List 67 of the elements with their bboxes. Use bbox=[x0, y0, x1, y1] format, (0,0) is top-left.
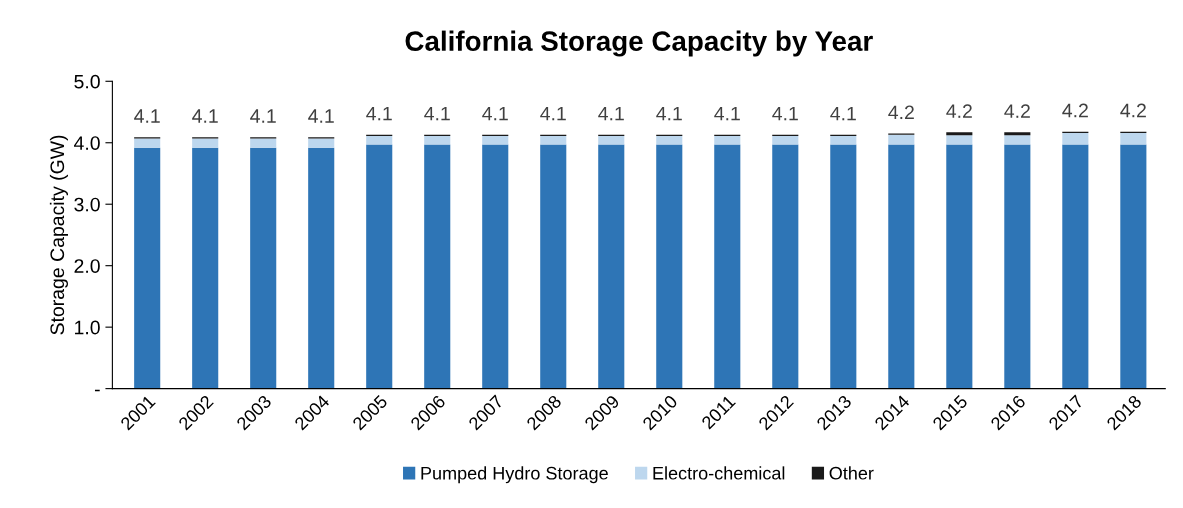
chart-title: California Storage Capacity by Year bbox=[405, 30, 873, 57]
total-label: 4.1 bbox=[830, 106, 856, 121]
total-label: 4.1 bbox=[540, 106, 566, 121]
bar bbox=[1120, 144, 1147, 389]
bar bbox=[192, 138, 219, 148]
total-label: 4.1 bbox=[250, 109, 276, 123]
total-label: 4.2 bbox=[888, 105, 914, 120]
total-label: 4.1 bbox=[656, 106, 682, 121]
bar bbox=[366, 144, 393, 389]
total-label: 4.2 bbox=[946, 104, 972, 118]
bar bbox=[1004, 144, 1031, 389]
bar bbox=[366, 135, 393, 145]
total-label: 4.1 bbox=[598, 106, 624, 121]
y-tick-label: - bbox=[94, 389, 100, 392]
bar bbox=[946, 132, 973, 136]
bar bbox=[482, 144, 509, 389]
legend-label: Electro-chemical bbox=[653, 466, 785, 480]
y-tick-label: 5.0 bbox=[74, 74, 100, 89]
bar bbox=[598, 135, 625, 145]
legend-label: Pumped Hydro Storage bbox=[421, 466, 608, 484]
total-label: 4.1 bbox=[482, 106, 508, 121]
bar bbox=[656, 144, 683, 389]
bar bbox=[946, 144, 973, 389]
total-label: 4.1 bbox=[772, 106, 798, 121]
bar bbox=[1062, 144, 1089, 389]
y-tick-label: 4.0 bbox=[74, 136, 100, 150]
total-label: 4.2 bbox=[1120, 103, 1146, 118]
bar bbox=[308, 138, 335, 148]
bar bbox=[1062, 132, 1089, 145]
bar bbox=[482, 135, 509, 145]
total-label: 4.1 bbox=[366, 106, 392, 121]
total-label: 4.1 bbox=[192, 109, 218, 123]
bar bbox=[1004, 135, 1031, 145]
bar bbox=[888, 134, 915, 145]
bar bbox=[540, 135, 567, 145]
bar bbox=[830, 144, 857, 389]
bar bbox=[424, 135, 451, 145]
bar bbox=[714, 135, 741, 145]
legend-label: Other bbox=[829, 466, 874, 480]
bar bbox=[772, 135, 799, 145]
total-label: 4.1 bbox=[424, 106, 450, 121]
y-tick-label: 2.0 bbox=[74, 259, 100, 273]
y-tick-label: 3.0 bbox=[74, 197, 100, 212]
bar bbox=[1004, 132, 1031, 136]
bar bbox=[656, 135, 683, 145]
bar bbox=[714, 144, 741, 389]
total-label: 4.2 bbox=[1004, 104, 1030, 118]
bar bbox=[250, 147, 277, 389]
total-label: 4.2 bbox=[1062, 103, 1088, 118]
total-label: 4.1 bbox=[134, 109, 160, 123]
bar bbox=[134, 138, 161, 148]
total-label: 4.1 bbox=[308, 109, 334, 123]
bar bbox=[540, 144, 567, 389]
bar bbox=[192, 147, 219, 389]
bar bbox=[1120, 132, 1147, 145]
bar bbox=[888, 144, 915, 389]
bar bbox=[134, 147, 161, 389]
y-tick-label: 1.0 bbox=[75, 320, 100, 335]
bar bbox=[308, 147, 335, 389]
y-axis-title: Storage Capacity (GW) bbox=[49, 135, 68, 335]
bar bbox=[946, 135, 973, 145]
bar bbox=[598, 144, 625, 389]
total-label: 4.1 bbox=[714, 106, 740, 121]
bar bbox=[424, 144, 451, 389]
bar bbox=[830, 135, 857, 145]
bar bbox=[250, 138, 277, 148]
bar bbox=[772, 144, 799, 389]
